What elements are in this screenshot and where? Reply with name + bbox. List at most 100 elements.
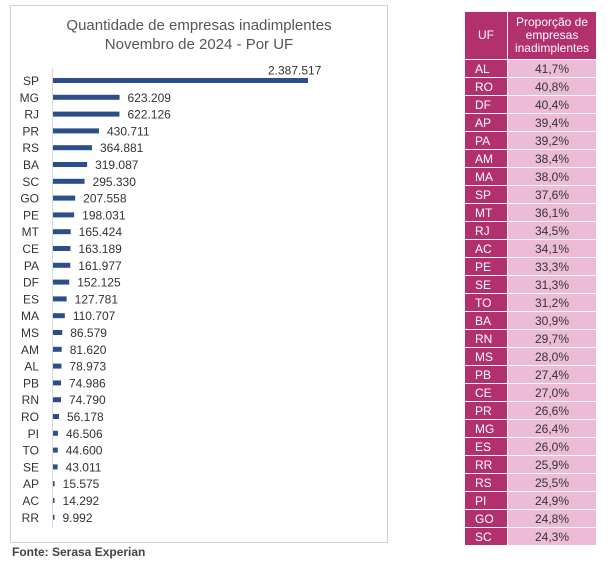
- table-row: ES 26,0%: [464, 437, 597, 456]
- proportion-cell: 38,0%: [507, 167, 597, 186]
- table-row: PI 24,9%: [464, 491, 597, 510]
- uf-cell: RS: [464, 473, 508, 492]
- bar-sc: [53, 178, 85, 184]
- uf-cell: RN: [464, 329, 508, 348]
- proportion-cell: 37,6%: [507, 185, 597, 204]
- category-label: ES: [23, 292, 39, 306]
- proportion-cell: 40,4%: [507, 95, 597, 114]
- table-row: AC 34,1%: [464, 239, 597, 258]
- uf-cell: SC: [464, 527, 508, 546]
- bar-ms: [53, 330, 63, 335]
- proportion-column-header: Proporção de empresas inadimplentes: [507, 11, 597, 60]
- proportion-cell: 24,9%: [507, 491, 597, 510]
- category-label: SC: [22, 175, 39, 189]
- uf-cell: RJ: [464, 221, 508, 240]
- chart-title: Quantidade de empresas inadimplentes: [66, 17, 331, 34]
- bar-rj: [53, 111, 120, 117]
- bar-pb: [53, 380, 62, 386]
- value-label: 74.790: [69, 393, 106, 407]
- table-row: AM 38,4%: [464, 149, 597, 168]
- proportion-cell: 38,4%: [507, 149, 597, 168]
- table-row: SP 37,6%: [464, 185, 597, 204]
- value-label: 81.620: [70, 343, 107, 357]
- proportion-cell: 29,7%: [507, 329, 597, 348]
- category-label: RJ: [24, 108, 39, 122]
- category-label: AP: [23, 477, 39, 491]
- bar-es: [53, 296, 67, 302]
- value-label: 46.506: [66, 427, 103, 441]
- proportion-cell: 30,9%: [507, 311, 597, 330]
- bar-to: [53, 447, 58, 453]
- proportion-cell: 36,1%: [507, 203, 597, 222]
- bar-df: [53, 279, 70, 285]
- value-label: 319.087: [95, 158, 139, 172]
- category-label: CE: [22, 242, 39, 256]
- bar-se: [53, 464, 58, 470]
- proportion-cell: 34,5%: [507, 221, 597, 240]
- category-label: RO: [21, 410, 39, 424]
- uf-cell: CE: [464, 383, 508, 402]
- uf-cell: SE: [464, 275, 508, 294]
- uf-cell: MS: [464, 347, 508, 366]
- chart-subtitle: Novembro de 2024 - Por UF: [105, 36, 293, 53]
- proportion-cell: 25,5%: [507, 473, 597, 492]
- proportion-cell: 24,3%: [507, 527, 597, 546]
- bar-go: [53, 195, 76, 201]
- category-label: GO: [20, 192, 39, 206]
- table-row: PR 26,6%: [464, 401, 597, 420]
- value-label: 127.781: [75, 292, 119, 306]
- uf-cell: AC: [464, 239, 508, 258]
- value-label: 9.992: [63, 511, 93, 525]
- uf-cell: PE: [464, 257, 508, 276]
- uf-column-header: UF: [464, 11, 508, 60]
- value-label: 110.707: [73, 309, 116, 323]
- category-label: AC: [22, 494, 39, 508]
- table-row: PE 33,3%: [464, 257, 597, 276]
- uf-cell: AM: [464, 149, 508, 168]
- proportion-cell: 33,3%: [507, 257, 597, 276]
- category-label: AL: [24, 360, 39, 374]
- category-label: PI: [28, 427, 39, 441]
- proportion-cell: 34,1%: [507, 239, 597, 258]
- uf-cell: PI: [464, 491, 508, 510]
- proportion-cell: 39,4%: [507, 113, 597, 132]
- bars-group: SP 2.387.517 MG 623.209 RJ 622.126 PR 430.711 RS…: [20, 64, 322, 525]
- value-label: 15.575: [63, 477, 100, 491]
- category-label: MG: [20, 91, 39, 105]
- table-row: BA 30,9%: [464, 311, 597, 330]
- proportion-cell: 27,4%: [507, 365, 597, 384]
- bar-pa: [53, 262, 71, 268]
- category-label: TO: [23, 444, 39, 458]
- bar-mt: [53, 229, 71, 235]
- bar-rr: [53, 514, 55, 520]
- proportion-cell: 28,0%: [507, 347, 597, 366]
- value-label: 430.711: [107, 124, 150, 138]
- table-row: DF 40,4%: [464, 95, 597, 114]
- uf-cell: SP: [464, 185, 508, 204]
- bar-mg: [53, 94, 120, 100]
- value-label: 152.125: [77, 276, 121, 290]
- value-label: 44.600: [66, 444, 103, 458]
- uf-cell: TO: [464, 293, 508, 312]
- bar-ro: [53, 414, 60, 419]
- uf-cell: RO: [464, 77, 508, 96]
- uf-cell: BA: [464, 311, 508, 330]
- table-row: PB 27,4%: [464, 365, 597, 384]
- bar-ce: [53, 246, 71, 251]
- proportion-cell: 40,8%: [507, 77, 597, 96]
- proportion-cell: 26,6%: [507, 401, 597, 420]
- value-label: 74.986: [69, 376, 106, 390]
- proportion-cell: 31,3%: [507, 275, 597, 294]
- bar-ba: [53, 162, 88, 167]
- table-row: CE 27,0%: [464, 383, 597, 402]
- table-row: GO 24,8%: [464, 509, 597, 528]
- proportion-cell: 31,2%: [507, 293, 597, 312]
- uf-cell: MA: [464, 167, 508, 186]
- table-row: SC 24,3%: [464, 527, 597, 546]
- uf-cell: PR: [464, 401, 508, 420]
- table-row: RN 29,7%: [464, 329, 597, 348]
- bar-ma: [53, 313, 65, 319]
- value-label: 86.579: [70, 326, 107, 340]
- table-row: AL 41,7%: [464, 59, 597, 78]
- value-label: 161.977: [78, 259, 122, 273]
